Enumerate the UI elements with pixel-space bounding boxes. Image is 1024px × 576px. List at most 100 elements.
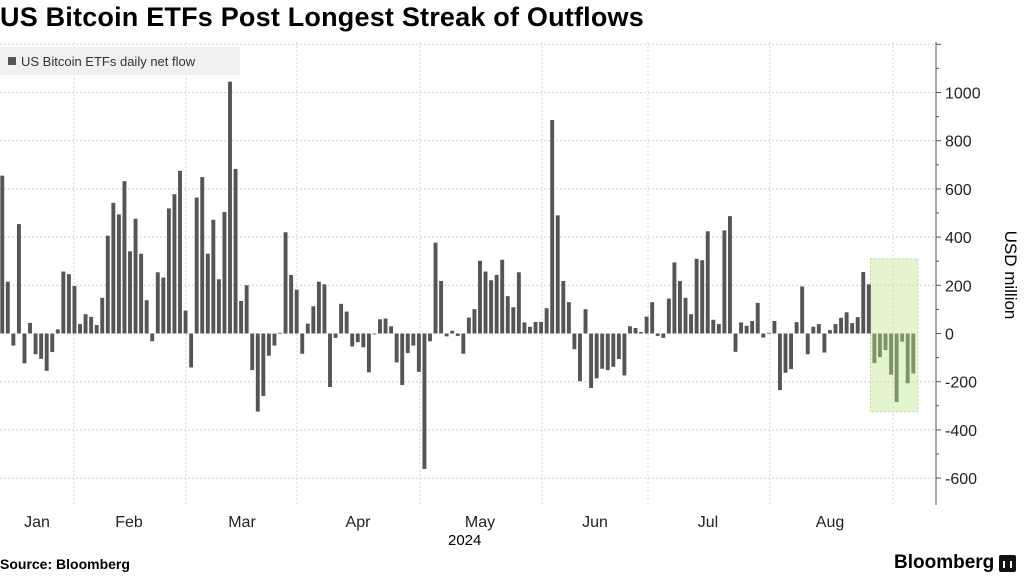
x-tick-label: Aug	[816, 514, 844, 531]
bar	[533, 321, 538, 334]
bar	[16, 224, 21, 334]
bar	[544, 308, 549, 334]
bar	[66, 274, 71, 334]
bar	[128, 251, 132, 334]
bar	[55, 329, 60, 334]
bar	[372, 333, 377, 335]
bar	[333, 333, 338, 338]
bar	[589, 333, 594, 388]
y-tick-label: 600	[945, 182, 972, 199]
bar	[650, 302, 655, 334]
y-tick-label: 200	[945, 278, 972, 295]
source-note: Source: Bloomberg	[0, 556, 130, 572]
bar	[528, 326, 532, 334]
bar	[183, 310, 188, 334]
bar	[89, 316, 94, 334]
bar	[178, 170, 182, 334]
bar	[644, 316, 649, 334]
bar	[222, 212, 227, 334]
bar	[755, 302, 760, 334]
bar	[139, 253, 144, 334]
bar	[228, 81, 232, 334]
bar	[339, 303, 344, 334]
bar	[478, 260, 482, 334]
bar	[705, 231, 710, 334]
bar	[555, 215, 560, 334]
bar	[678, 280, 682, 334]
bar	[472, 309, 477, 334]
bar	[883, 333, 888, 351]
bar	[366, 333, 371, 373]
bar	[844, 312, 849, 334]
bar	[261, 333, 266, 396]
bar	[100, 297, 105, 334]
bar	[72, 286, 77, 334]
bar	[428, 333, 432, 342]
bar	[744, 325, 749, 334]
bar	[433, 242, 438, 334]
bar	[894, 333, 899, 402]
bar	[561, 280, 566, 334]
bar	[44, 333, 49, 371]
bar	[655, 333, 660, 336]
bar	[322, 284, 327, 334]
bar	[39, 333, 44, 359]
bar	[750, 320, 755, 334]
y-tick-label: 800	[945, 134, 972, 151]
bar	[611, 333, 616, 367]
bar	[344, 311, 349, 334]
bar	[0, 175, 5, 334]
bloomberg-logo: Bloomberg	[894, 552, 1017, 574]
bar	[383, 318, 388, 334]
x-tick-label: Feb	[115, 514, 143, 531]
bar	[516, 272, 521, 334]
bar	[566, 302, 571, 334]
bar	[850, 323, 855, 334]
bar	[250, 333, 255, 371]
chart-title: US Bitcoin ETFs Post Longest Streak of O…	[0, 2, 644, 32]
bar	[350, 333, 355, 347]
bar	[872, 333, 877, 364]
y-tick-label: -600	[945, 471, 977, 488]
bar	[244, 285, 249, 334]
bar	[839, 317, 844, 334]
bar	[311, 306, 316, 334]
bar	[211, 219, 216, 334]
bar	[816, 324, 821, 334]
bar	[689, 314, 694, 334]
bar	[855, 317, 860, 334]
bar	[605, 333, 610, 371]
x-axis-year-label: 2024	[448, 532, 482, 549]
bar	[683, 297, 688, 334]
bar	[877, 333, 882, 358]
x-tick-label: Jul	[698, 514, 718, 531]
bar	[205, 253, 210, 334]
legend-label: US Bitcoin ETFs daily net flow	[21, 53, 196, 69]
bar	[305, 323, 310, 334]
bar	[578, 333, 582, 382]
bar	[11, 333, 16, 346]
bar	[239, 300, 244, 334]
y-axis-label: USD million	[1001, 230, 1020, 320]
bar	[789, 333, 794, 370]
bar	[166, 208, 171, 334]
bar	[389, 326, 394, 334]
bar	[772, 320, 777, 334]
y-tick-label: 1000	[945, 86, 981, 103]
bar	[711, 319, 716, 334]
bar	[94, 325, 99, 334]
bar	[355, 333, 360, 343]
bar	[233, 168, 238, 334]
x-tick-label: Jun	[582, 514, 608, 531]
bar	[483, 271, 488, 334]
x-tick-label: Mar	[228, 514, 256, 531]
bar	[328, 333, 332, 388]
bar	[22, 333, 27, 364]
bar	[111, 202, 116, 334]
bar	[28, 322, 32, 334]
bar	[278, 332, 282, 334]
bar	[733, 333, 738, 352]
bar	[216, 279, 221, 334]
x-tick-label: Apr	[346, 514, 372, 531]
